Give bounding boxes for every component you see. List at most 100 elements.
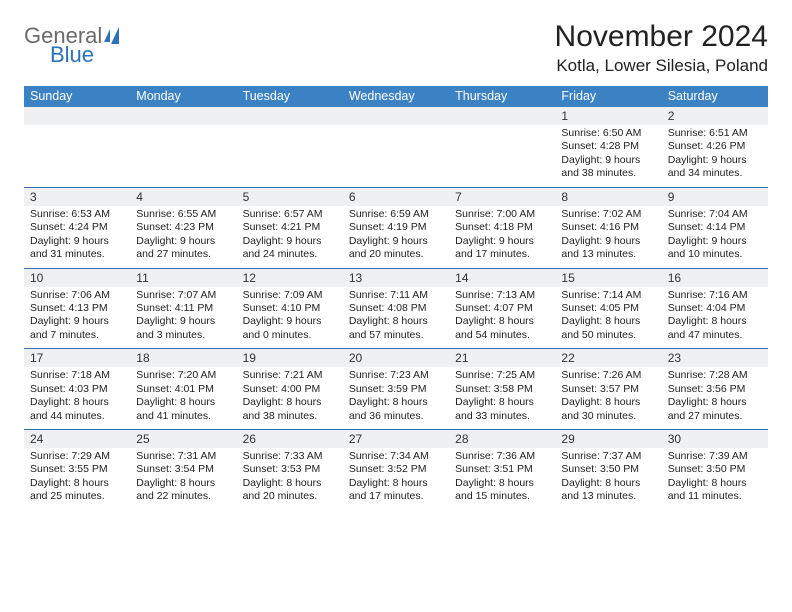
day-cell [237,125,343,187]
daylight-label: Daylight: 9 hours and 38 minutes. [561,154,655,181]
day-details: Sunrise: 7:37 AMSunset: 3:50 PMDaylight:… [555,448,661,510]
sunrise-label: Sunrise: 7:18 AM [30,369,124,382]
day-number: 16 [662,269,768,287]
day-number: 15 [555,269,661,287]
sunset-label: Sunset: 4:26 PM [668,140,762,153]
day-number-cell [130,107,236,125]
brand-blue-label: Blue [50,43,119,66]
day-number: 12 [237,269,343,287]
day-details [343,125,449,181]
sunrise-label: Sunrise: 7:14 AM [561,289,655,302]
day-details: Sunrise: 7:34 AMSunset: 3:52 PMDaylight:… [343,448,449,510]
day-number: 9 [662,188,768,206]
sunrise-label: Sunrise: 6:59 AM [349,208,443,221]
day-number-cell: 17 [24,349,130,367]
day-number: 25 [130,430,236,448]
day-cell: Sunrise: 7:26 AMSunset: 3:57 PMDaylight:… [555,367,661,429]
day-details [449,125,555,181]
day-number: 2 [662,107,768,125]
day-header: Saturday [662,86,768,107]
day-number: 27 [343,430,449,448]
day-header: Wednesday [343,86,449,107]
day-details: Sunrise: 6:57 AMSunset: 4:21 PMDaylight:… [237,206,343,268]
daylight-label: Daylight: 9 hours and 20 minutes. [349,235,443,262]
sunset-label: Sunset: 4:11 PM [136,302,230,315]
day-cell [449,125,555,187]
day-cell: Sunrise: 7:23 AMSunset: 3:59 PMDaylight:… [343,367,449,429]
day-number-cell: 14 [449,269,555,287]
day-number-cell: 1 [555,107,661,125]
sunrise-label: Sunrise: 7:20 AM [136,369,230,382]
day-number-cell: 26 [237,430,343,448]
day-number: 7 [449,188,555,206]
day-number: 23 [662,349,768,367]
day-details: Sunrise: 7:29 AMSunset: 3:55 PMDaylight:… [24,448,130,510]
sunset-label: Sunset: 4:04 PM [668,302,762,315]
day-number [24,107,130,111]
day-cell: Sunrise: 7:34 AMSunset: 3:52 PMDaylight:… [343,448,449,510]
day-number-cell: 20 [343,349,449,367]
brand-logo: General Blue [24,24,119,66]
day-cell [130,125,236,187]
sunrise-label: Sunrise: 7:02 AM [561,208,655,221]
sunset-label: Sunset: 3:53 PM [243,463,337,476]
day-number: 1 [555,107,661,125]
day-number-cell: 13 [343,269,449,287]
sunrise-label: Sunrise: 7:28 AM [668,369,762,382]
day-cell: Sunrise: 7:37 AMSunset: 3:50 PMDaylight:… [555,448,661,510]
day-details: Sunrise: 7:33 AMSunset: 3:53 PMDaylight:… [237,448,343,510]
day-number: 29 [555,430,661,448]
daylight-label: Daylight: 8 hours and 13 minutes. [561,477,655,504]
day-details: Sunrise: 7:31 AMSunset: 3:54 PMDaylight:… [130,448,236,510]
sunset-label: Sunset: 4:00 PM [243,383,337,396]
day-cell: Sunrise: 6:57 AMSunset: 4:21 PMDaylight:… [237,206,343,268]
sunset-label: Sunset: 4:18 PM [455,221,549,234]
sunset-label: Sunset: 4:24 PM [30,221,124,234]
sunrise-label: Sunrise: 7:07 AM [136,289,230,302]
day-number: 6 [343,188,449,206]
month-title: November 2024 [555,20,768,54]
sunrise-label: Sunrise: 6:53 AM [30,208,124,221]
sunset-label: Sunset: 4:10 PM [243,302,337,315]
week-number-row: 10111213141516 [24,268,768,287]
sunset-label: Sunset: 3:58 PM [455,383,549,396]
day-details: Sunrise: 6:55 AMSunset: 4:23 PMDaylight:… [130,206,236,268]
daylight-label: Daylight: 8 hours and 38 minutes. [243,396,337,423]
sunrise-label: Sunrise: 7:13 AM [455,289,549,302]
day-details: Sunrise: 6:59 AMSunset: 4:19 PMDaylight:… [343,206,449,268]
day-number-cell: 2 [662,107,768,125]
daylight-label: Daylight: 9 hours and 13 minutes. [561,235,655,262]
day-header: Tuesday [237,86,343,107]
day-cell: Sunrise: 6:50 AMSunset: 4:28 PMDaylight:… [555,125,661,187]
day-number-cell [343,107,449,125]
day-details: Sunrise: 6:51 AMSunset: 4:26 PMDaylight:… [662,125,768,187]
sunrise-label: Sunrise: 6:51 AM [668,127,762,140]
sunrise-label: Sunrise: 7:37 AM [561,450,655,463]
day-details: Sunrise: 7:26 AMSunset: 3:57 PMDaylight:… [555,367,661,429]
day-details: Sunrise: 7:20 AMSunset: 4:01 PMDaylight:… [130,367,236,429]
day-number: 11 [130,269,236,287]
sunrise-label: Sunrise: 6:55 AM [136,208,230,221]
weeks-container: 12Sunrise: 6:50 AMSunset: 4:28 PMDayligh… [24,107,768,510]
day-cell: Sunrise: 7:07 AMSunset: 4:11 PMDaylight:… [130,287,236,349]
week-body-row: Sunrise: 7:18 AMSunset: 4:03 PMDaylight:… [24,367,768,429]
sunrise-label: Sunrise: 7:06 AM [30,289,124,302]
day-header: Monday [130,86,236,107]
daylight-label: Daylight: 8 hours and 50 minutes. [561,315,655,342]
brand-text: General Blue [24,24,119,66]
day-details: Sunrise: 7:06 AMSunset: 4:13 PMDaylight:… [24,287,130,349]
daylight-label: Daylight: 9 hours and 24 minutes. [243,235,337,262]
day-details: Sunrise: 7:23 AMSunset: 3:59 PMDaylight:… [343,367,449,429]
sunrise-label: Sunrise: 7:29 AM [30,450,124,463]
daylight-label: Daylight: 8 hours and 17 minutes. [349,477,443,504]
day-cell: Sunrise: 7:14 AMSunset: 4:05 PMDaylight:… [555,287,661,349]
day-number: 21 [449,349,555,367]
day-details: Sunrise: 7:09 AMSunset: 4:10 PMDaylight:… [237,287,343,349]
sunset-label: Sunset: 3:57 PM [561,383,655,396]
sunrise-label: Sunrise: 7:36 AM [455,450,549,463]
day-details: Sunrise: 7:13 AMSunset: 4:07 PMDaylight:… [449,287,555,349]
day-number: 24 [24,430,130,448]
day-number: 17 [24,349,130,367]
sunrise-label: Sunrise: 6:57 AM [243,208,337,221]
day-details [130,125,236,181]
